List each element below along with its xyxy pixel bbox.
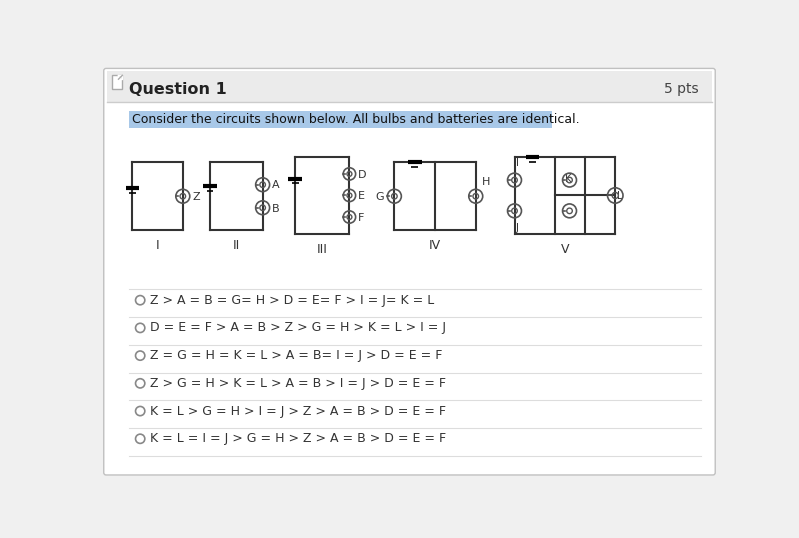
Text: II: II	[233, 239, 240, 252]
Text: A: A	[272, 180, 280, 190]
Text: J: J	[516, 223, 519, 233]
Text: IV: IV	[428, 239, 441, 252]
Text: L: L	[617, 191, 622, 201]
Text: D: D	[358, 169, 367, 180]
Text: Question 1: Question 1	[129, 82, 227, 97]
Text: E: E	[358, 191, 365, 201]
Bar	[113, 75, 122, 89]
Text: D = E = F > A = B > Z > G = H > K = L > I = J: D = E = F > A = B > Z > G = H > K = L > …	[150, 321, 447, 335]
FancyBboxPatch shape	[104, 68, 715, 475]
Text: Z > G = H > K = L > A = B > I = J > D = E = F: Z > G = H > K = L > A = B > I = J > D = …	[150, 377, 447, 390]
Text: H: H	[482, 178, 491, 187]
Text: I: I	[516, 158, 519, 168]
Text: Z > A = B = G= H > D = E= F > I = J= K = L: Z > A = B = G= H > D = E= F > I = J= K =…	[150, 294, 435, 307]
Text: III: III	[317, 243, 328, 256]
Text: Z = G = H = K = L > A = B= I = J > D = E = F: Z = G = H = K = L > A = B= I = J > D = E…	[150, 349, 443, 362]
Text: B: B	[272, 203, 280, 214]
Text: K = L = I = J > G = H > Z > A = B > D = E = F: K = L = I = J > G = H > Z > A = B > D = …	[150, 432, 447, 445]
Text: Consider the circuits shown below. All bulbs and batteries are identical.: Consider the circuits shown below. All b…	[132, 113, 579, 126]
Text: 5 pts: 5 pts	[663, 82, 698, 96]
Text: V: V	[561, 243, 569, 256]
Text: Z: Z	[193, 192, 201, 202]
Text: K = L > G = H > I = J > Z > A = B > D = E = F: K = L > G = H > I = J > Z > A = B > D = …	[150, 405, 447, 417]
Text: I: I	[156, 239, 159, 252]
Text: F: F	[358, 213, 364, 223]
Bar	[107, 72, 712, 102]
Text: G: G	[375, 192, 384, 202]
Bar	[129, 111, 551, 128]
Text: K: K	[565, 174, 571, 185]
